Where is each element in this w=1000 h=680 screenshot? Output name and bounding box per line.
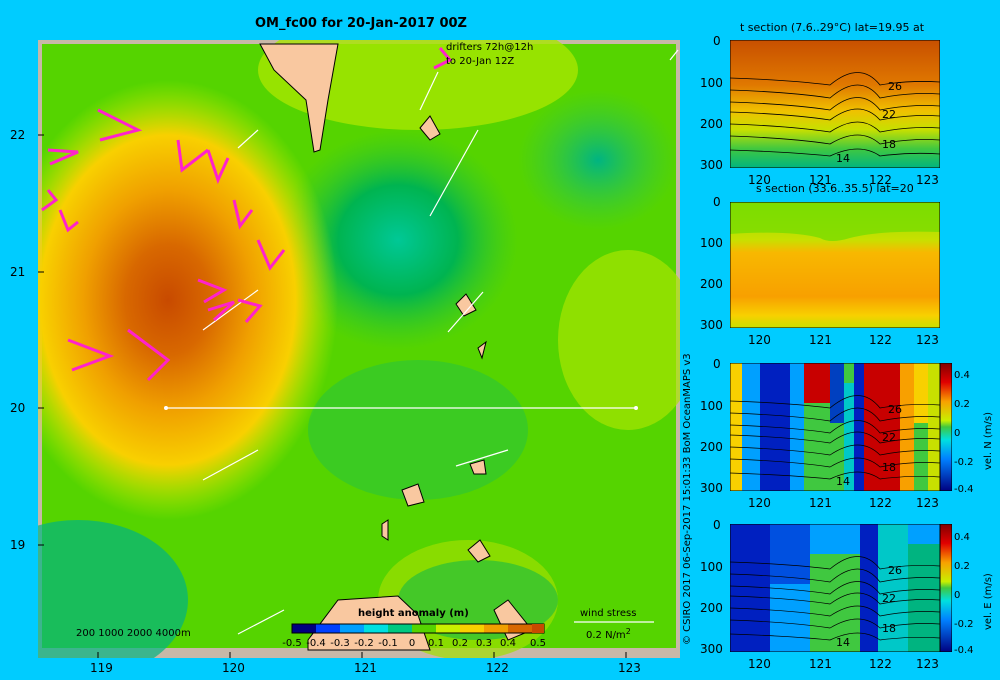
svg-text:18: 18	[882, 138, 896, 151]
svg-text:-0.1: -0.1	[378, 638, 398, 649]
map-xtick-120: 120	[222, 661, 245, 675]
bathymetry-label: 200 1000 2000 4000m	[76, 628, 191, 639]
s-section-title: s section (33.6..35.5) lat=20	[756, 182, 914, 195]
svg-text:-0.5: -0.5	[282, 638, 302, 649]
map-xtick-121: 121	[354, 661, 377, 675]
svg-text:-0.3: -0.3	[330, 638, 350, 649]
map-xtick-123: 123	[618, 661, 641, 675]
svg-text:14: 14	[836, 475, 850, 488]
svg-text:-0.2: -0.2	[354, 638, 374, 649]
svg-text:0: 0	[409, 638, 415, 649]
current-vectors	[202, 49, 679, 635]
svg-text:22: 22	[882, 592, 896, 605]
svg-text:26: 26	[888, 80, 902, 93]
vel-e-section-plot: 26 22 18 14	[730, 524, 940, 652]
vel-e-colorbar	[940, 524, 952, 652]
svg-text:0.5: 0.5	[530, 638, 546, 649]
svg-text:22: 22	[882, 108, 896, 121]
map-ytick-19: 19	[10, 538, 26, 552]
warm-eddy	[38, 80, 338, 520]
luzon-land	[307, 595, 431, 651]
height-anomaly-map: drifters 72h@12h to 20-Jan 12Z 200 1000 …	[38, 40, 680, 658]
map-xtick-119: 119	[90, 661, 113, 675]
t-section-plot: 26 22 18 14	[730, 40, 940, 168]
page-title: OM_fc00 for 20-Jan-2017 00Z	[255, 16, 467, 31]
svg-text:0.1: 0.1	[428, 638, 444, 649]
vel-n-section-plot: 26 22 18 14	[730, 363, 940, 491]
svg-text:26: 26	[888, 564, 902, 577]
wind-stress-label: wind stress	[580, 608, 636, 619]
vel-n-colorbar	[940, 363, 952, 491]
svg-text:14: 14	[836, 152, 850, 165]
colorbar-title: height anomaly (m)	[358, 608, 469, 619]
svg-text:26: 26	[888, 403, 902, 416]
map-xtick-122: 122	[486, 661, 509, 675]
map-ytick-21: 21	[10, 265, 26, 279]
s-section-plot	[730, 202, 940, 328]
map-ytick-22: 22	[10, 128, 26, 142]
drifters-label-1: drifters 72h@12h	[446, 42, 533, 53]
t-section-title: t section (7.6..29°C) lat=19.95 at	[740, 21, 925, 34]
colorbar-ticks: -0.5 -0.4 -0.3 -0.2 -0.1 0 0.1 0.2 0.3 0…	[282, 638, 546, 649]
svg-text:-0.4: -0.4	[306, 638, 326, 649]
svg-text:14: 14	[836, 636, 850, 649]
credit-text: © CSIRO 2017 06-Sep-2017 15:01:33 BoM Oc…	[682, 353, 693, 645]
drifters-label-2: to 20-Jan 12Z	[446, 56, 514, 67]
svg-text:0.2: 0.2	[452, 638, 468, 649]
wind-vectors	[41, 47, 453, 382]
wind-stress-value: 0.2 N/m2	[586, 627, 631, 641]
svg-text:18: 18	[882, 461, 896, 474]
taiwan-land	[259, 43, 339, 153]
svg-text:0.3: 0.3	[476, 638, 492, 649]
height-colorbar	[291, 623, 545, 634]
cold-eddy	[278, 130, 518, 350]
vel-n-colorbar-label: vel. N (m/s)	[983, 412, 994, 470]
vel-e-colorbar-label: vel. E (m/s)	[983, 573, 994, 630]
map-ytick-20: 20	[10, 401, 26, 415]
svg-text:22: 22	[882, 431, 896, 444]
svg-text:0.4: 0.4	[500, 638, 516, 649]
svg-text:18: 18	[882, 622, 896, 635]
